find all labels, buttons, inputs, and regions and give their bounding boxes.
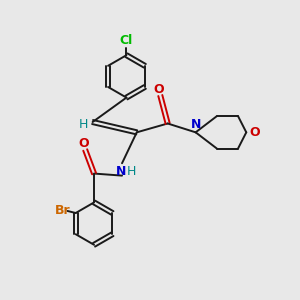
Text: O: O xyxy=(249,126,260,139)
Text: H: H xyxy=(127,165,136,178)
Text: N: N xyxy=(116,165,127,178)
Text: Br: Br xyxy=(55,204,70,217)
Text: H: H xyxy=(79,118,88,131)
Text: O: O xyxy=(78,137,89,150)
Text: N: N xyxy=(190,118,201,131)
Text: Cl: Cl xyxy=(120,34,133,47)
Text: O: O xyxy=(154,82,164,95)
